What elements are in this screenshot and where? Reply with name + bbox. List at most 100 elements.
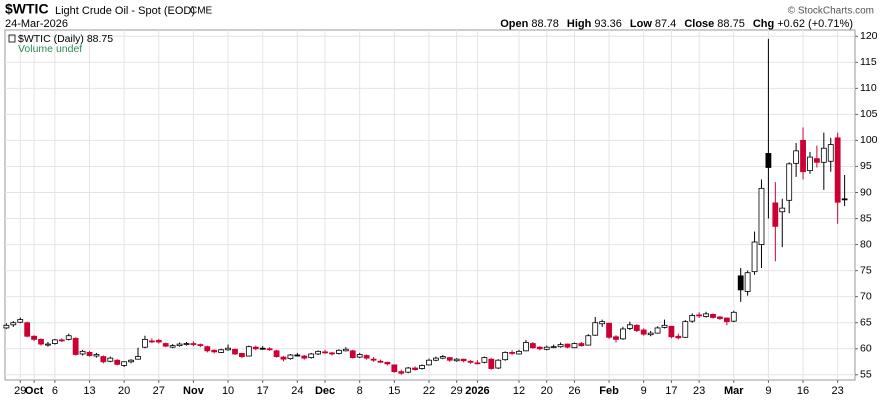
candle-body (342, 348, 349, 352)
candle-body (571, 343, 578, 349)
x-tick-label: 23 (832, 385, 844, 397)
candle-body (820, 147, 827, 163)
candle-body (723, 317, 730, 323)
candle-body (467, 360, 474, 363)
candle-body (481, 357, 488, 363)
candle-body (252, 346, 259, 350)
candle-body (841, 198, 848, 201)
candle-body (710, 313, 716, 318)
candle-body (287, 354, 294, 360)
x-tick-label: 24 (291, 385, 303, 397)
header-value: +0.62 (777, 18, 805, 30)
y-tick-label: 55 (860, 369, 872, 381)
x-tick-label: 27 (153, 385, 165, 397)
candle-body (730, 311, 737, 322)
y-tick-label: 110 (860, 82, 877, 94)
candle-body (336, 349, 342, 354)
candle-body (426, 359, 432, 366)
candle-body (370, 358, 377, 361)
x-tick-label: Feb (599, 385, 619, 397)
x-tick-label: 29 (451, 385, 463, 397)
ohlc-header: Open 88.78 High 93.36 Low 87.4 Close 88.75 Chg +0… (500, 18, 853, 30)
candle-body (703, 313, 709, 317)
candle-body (86, 351, 93, 356)
candle-body (606, 322, 612, 338)
date: 24-Mar-2026 (5, 18, 68, 30)
header-label: Open (500, 18, 528, 30)
candle-body (183, 343, 190, 345)
candle-body (516, 350, 522, 355)
credit: © StockCharts.com (788, 6, 874, 17)
candle-body (100, 356, 107, 363)
legend-entry: $WTIC (Daily) 88.75 (18, 33, 113, 45)
candle-body (239, 353, 245, 357)
candle-body (786, 163, 793, 201)
candle-body (633, 324, 640, 331)
candle-body (737, 275, 744, 291)
candle-body (10, 322, 17, 326)
candle-body (266, 348, 273, 351)
candle-body (128, 359, 134, 363)
candle-body (17, 319, 24, 323)
plot-frame (4, 29, 856, 381)
candle-body (502, 351, 509, 361)
x-tick-label: 10 (222, 385, 234, 397)
x-tick-label: 20 (541, 385, 553, 397)
x-tick-label: 26 (568, 385, 580, 397)
candle-body (779, 207, 786, 213)
volume-note: Volume undef (18, 43, 82, 55)
candles (3, 38, 848, 375)
candle-body (523, 342, 529, 352)
candle-body (529, 343, 536, 349)
candle-body (135, 356, 141, 360)
symbol: $WTIC (5, 1, 49, 17)
candle-body (329, 352, 335, 355)
candle-body (564, 343, 571, 348)
candle-body (772, 202, 779, 227)
candle-body (626, 324, 633, 329)
candle-body (72, 337, 79, 355)
header-label: Low (630, 18, 652, 30)
header-label: High (567, 18, 592, 30)
x-tick-label: 9 (765, 385, 771, 397)
candle-body (647, 332, 654, 336)
candle-body (169, 345, 176, 348)
y-tick-label: 80 (860, 238, 872, 250)
x-tick-label: 13 (83, 385, 95, 397)
candle-body (391, 364, 398, 373)
x-tick-label: Oct (25, 385, 44, 397)
header-label: Chg (753, 18, 774, 30)
candle-body (419, 365, 425, 369)
candle-body (509, 351, 515, 354)
candle-body (93, 354, 100, 357)
candle-body (349, 350, 356, 359)
candle-body (363, 355, 370, 359)
x-tick-label: Mar (724, 385, 744, 397)
candle-body (204, 346, 211, 352)
candle-body (79, 350, 86, 355)
candle-body (640, 329, 647, 335)
candle-body (121, 361, 128, 366)
candle-body (834, 137, 841, 203)
candle-body (488, 358, 495, 369)
candle-body (800, 140, 806, 173)
x-tick-label: 29 (14, 385, 26, 397)
candle-body (31, 335, 37, 340)
candle-body (696, 314, 703, 317)
candle-body (155, 340, 162, 343)
x-tick-label: 9 (641, 385, 647, 397)
candle-body (197, 344, 204, 347)
candle-body (315, 350, 322, 355)
candle-body (218, 349, 225, 353)
candle-body (45, 343, 51, 346)
candle-body (322, 351, 328, 354)
candle-body (38, 338, 44, 345)
candle-body (405, 367, 412, 373)
x-tick-label: 17 (665, 385, 677, 397)
candle-body (308, 353, 315, 359)
candle-body (668, 325, 675, 338)
candle-body (550, 346, 557, 349)
x-tick-label: Nov (183, 385, 205, 397)
candle-body (356, 354, 363, 358)
candle-body (225, 347, 231, 351)
